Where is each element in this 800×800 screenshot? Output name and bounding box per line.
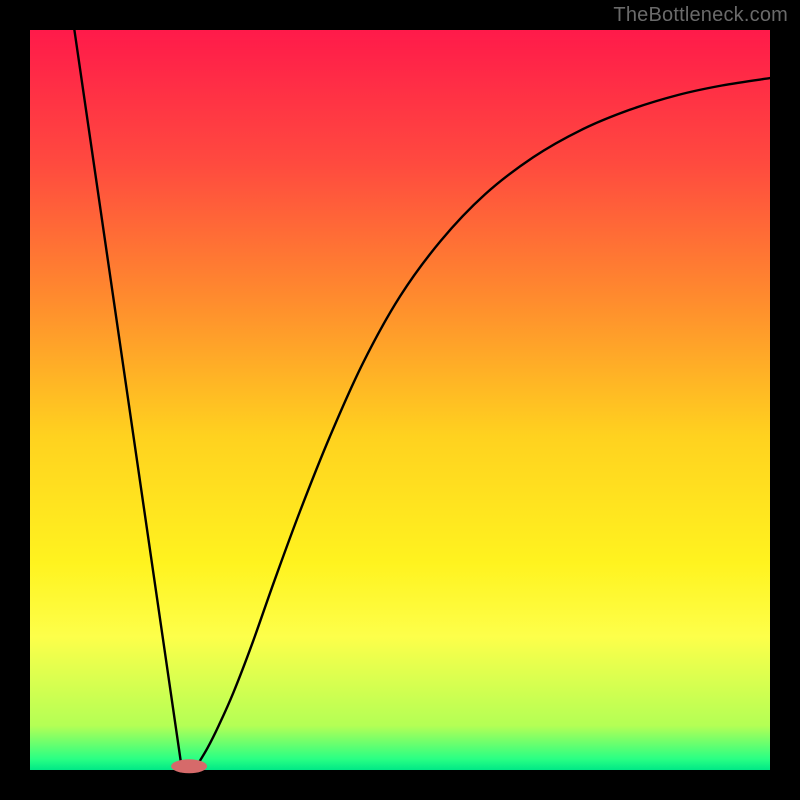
watermark-text: TheBottleneck.com: [613, 4, 788, 27]
chart-frame: TheBottleneck.com: [0, 0, 800, 800]
optimal-marker: [171, 759, 207, 773]
gradient-background: [30, 30, 770, 770]
chart-svg: [0, 0, 800, 800]
